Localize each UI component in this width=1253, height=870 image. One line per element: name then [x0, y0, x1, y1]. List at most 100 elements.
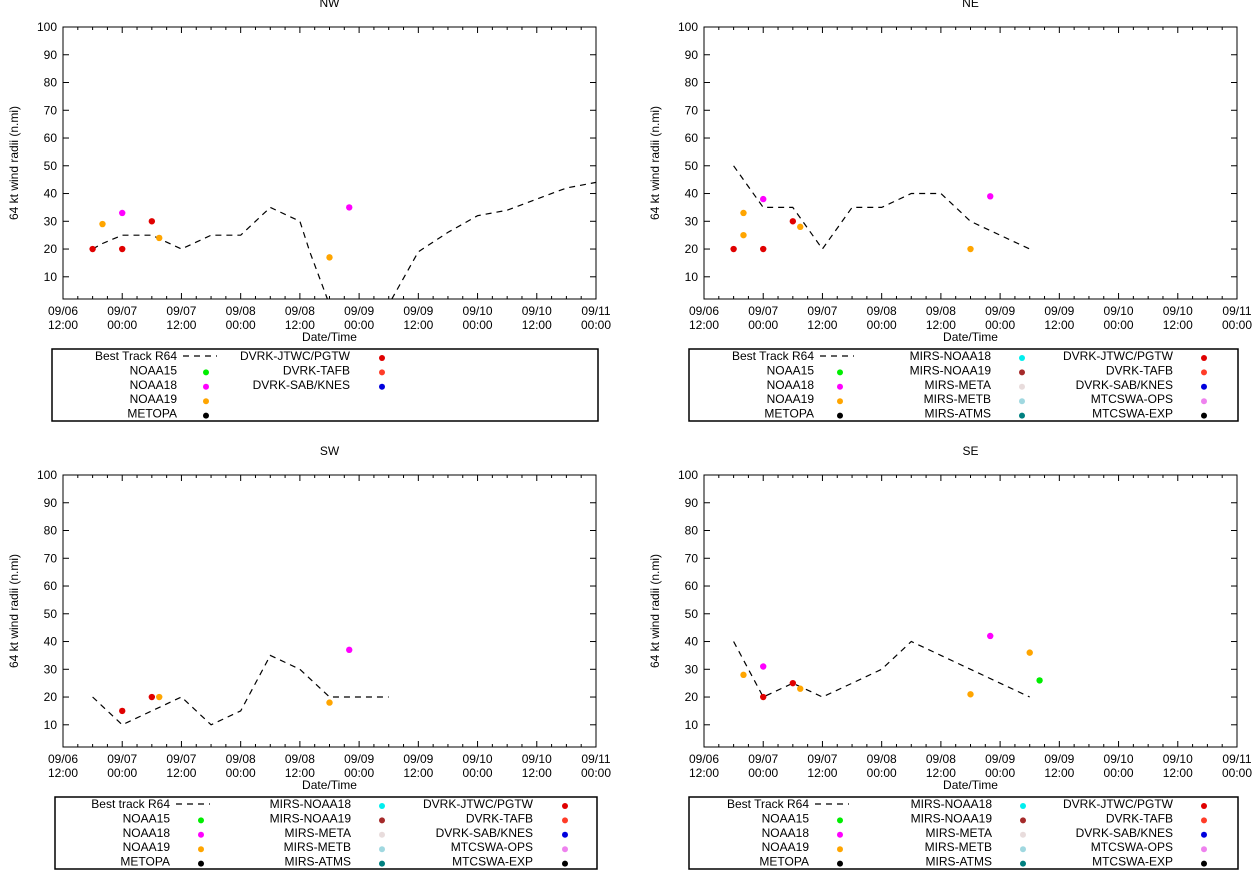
- x-tick-date: 09/08: [226, 304, 256, 318]
- legend-dot-marker: [1020, 860, 1026, 867]
- legend-dot-marker: [1019, 398, 1025, 405]
- y-tick-label: 50: [44, 159, 58, 173]
- data-point-noaa18: [987, 193, 994, 200]
- legend-dot-marker: [198, 860, 204, 867]
- x-tick-time: 00:00: [463, 766, 493, 780]
- x-tick-time: 12:00: [1044, 766, 1074, 780]
- legend-dot-marker: [203, 398, 209, 405]
- y-tick-label: 80: [685, 524, 699, 538]
- legend-label: METOPA: [120, 855, 170, 869]
- x-tick-time: 12:00: [522, 318, 552, 332]
- x-tick-time: 12:00: [1163, 318, 1193, 332]
- y-tick-label: 100: [678, 468, 698, 482]
- chart-panel-se: SE10203040506070809010009/0612:0009/0700…: [648, 444, 1252, 870]
- legend-label: MIRS-META: [925, 378, 991, 392]
- y-tick-label: 50: [685, 607, 699, 621]
- x-tick-date: 09/09: [403, 304, 433, 318]
- data-point-dvrk-jtwc-pgtw: [789, 679, 797, 687]
- legend-label: MIRS-METB: [284, 840, 351, 854]
- data-point-noaa19: [740, 671, 747, 679]
- data-point-noaa15: [1036, 677, 1043, 684]
- legend-label: MIRS-METB: [925, 840, 992, 854]
- data-point-dvrk-jtwc-pgtw: [89, 245, 96, 253]
- legend-label: DVRK-SAB/KNES: [253, 378, 350, 392]
- legend-label: METOPA: [764, 407, 814, 421]
- legend-label: METOPA: [127, 407, 177, 421]
- legend-label: NOAA15: [762, 811, 810, 825]
- legend-label: NOAA18: [130, 378, 178, 392]
- data-point-noaa18: [346, 204, 353, 211]
- y-tick-label: 40: [685, 635, 699, 649]
- x-tick-time: 00:00: [107, 318, 137, 332]
- legend-dot-marker: [198, 846, 204, 853]
- y-tick-label: 70: [685, 103, 699, 117]
- y-axis-label: 64 kt wind radii (n.mi): [7, 554, 21, 668]
- x-tick-date: 09/10: [463, 304, 493, 318]
- x-tick-time: 12:00: [689, 318, 719, 332]
- legend-label: MTCSWA-OPS: [451, 840, 533, 854]
- data-point-dvrk-jtwc-pgtw: [119, 707, 126, 715]
- x-tick-time: 00:00: [581, 766, 611, 780]
- y-tick-label: 100: [37, 20, 57, 34]
- legend-label: NOAA19: [767, 392, 815, 406]
- legend-dot-marker: [1201, 803, 1207, 809]
- y-tick-label: 70: [44, 103, 58, 117]
- x-tick-date: 09/07: [107, 304, 137, 318]
- legend-dot-marker: [379, 846, 385, 853]
- x-axis-label: Date/Time: [943, 778, 998, 792]
- data-point-dvrk-jtwc-pgtw: [119, 245, 126, 253]
- legend-dot-marker: [1201, 831, 1207, 838]
- legend-label: DVRK-JTWC/PGTW: [1063, 797, 1174, 811]
- legend-dot-marker: [837, 369, 843, 376]
- y-tick-label: 30: [44, 214, 58, 228]
- x-tick-time: 00:00: [226, 318, 256, 332]
- x-tick-time: 12:00: [166, 318, 196, 332]
- x-tick-date: 09/06: [689, 304, 719, 318]
- legend-dot-marker: [1201, 355, 1207, 361]
- legend-label: Best Track R64: [95, 349, 177, 363]
- x-tick-time: 00:00: [1222, 766, 1252, 780]
- x-tick-date: 09/09: [1044, 752, 1074, 766]
- x-tick-time: 12:00: [926, 318, 956, 332]
- legend-label: Best Track R64: [727, 797, 809, 811]
- x-tick-date: 09/08: [285, 752, 315, 766]
- legend-dot-marker: [379, 831, 385, 838]
- chart-panel-ne: NE10203040506070809010009/0612:0009/0700…: [648, 0, 1252, 422]
- legend-label: DVRK-SAB/KNES: [1076, 826, 1173, 840]
- x-tick-date: 09/10: [522, 304, 552, 318]
- y-tick-label: 90: [44, 48, 58, 62]
- x-tick-date: 09/10: [1104, 304, 1134, 318]
- legend-dot-marker: [203, 412, 209, 419]
- legend-box: [51, 348, 599, 422]
- x-tick-time: 12:00: [689, 766, 719, 780]
- legend-label: DVRK-SAB/KNES: [1076, 378, 1173, 392]
- legend-dot-marker: [203, 383, 209, 390]
- y-tick-label: 30: [685, 214, 699, 228]
- x-tick-time: 12:00: [403, 318, 433, 332]
- y-tick-label: 40: [44, 187, 58, 201]
- x-tick-date: 09/11: [1222, 304, 1251, 318]
- legend-label: DVRK-JTWC/PGTW: [240, 349, 351, 363]
- data-point-noaa19: [967, 245, 974, 253]
- x-tick-date: 09/06: [689, 752, 719, 766]
- best-track-line: [733, 165, 1030, 251]
- x-axis-label: Date/Time: [302, 778, 357, 792]
- legend-dot-marker: [1201, 398, 1207, 405]
- x-tick-date: 09/08: [226, 752, 256, 766]
- y-tick-label: 50: [685, 159, 699, 173]
- y-tick-label: 20: [44, 690, 58, 704]
- legend-dot-marker: [1019, 369, 1025, 376]
- y-tick-label: 10: [685, 270, 699, 284]
- legend-box: [688, 348, 1239, 422]
- legend-label: MIRS-NOAA18: [270, 797, 352, 811]
- legend-dot-marker: [379, 860, 385, 867]
- x-tick-time: 00:00: [985, 318, 1015, 332]
- x-tick-time: 00:00: [1104, 766, 1134, 780]
- legend-dot-marker: [837, 846, 843, 853]
- data-point-noaa19: [740, 209, 747, 217]
- y-tick-label: 80: [685, 76, 699, 90]
- chart-title: SW: [320, 444, 340, 458]
- data-point-dvrk-jtwc-pgtw: [760, 693, 767, 701]
- x-tick-time: 00:00: [985, 766, 1015, 780]
- x-tick-time: 00:00: [1104, 318, 1134, 332]
